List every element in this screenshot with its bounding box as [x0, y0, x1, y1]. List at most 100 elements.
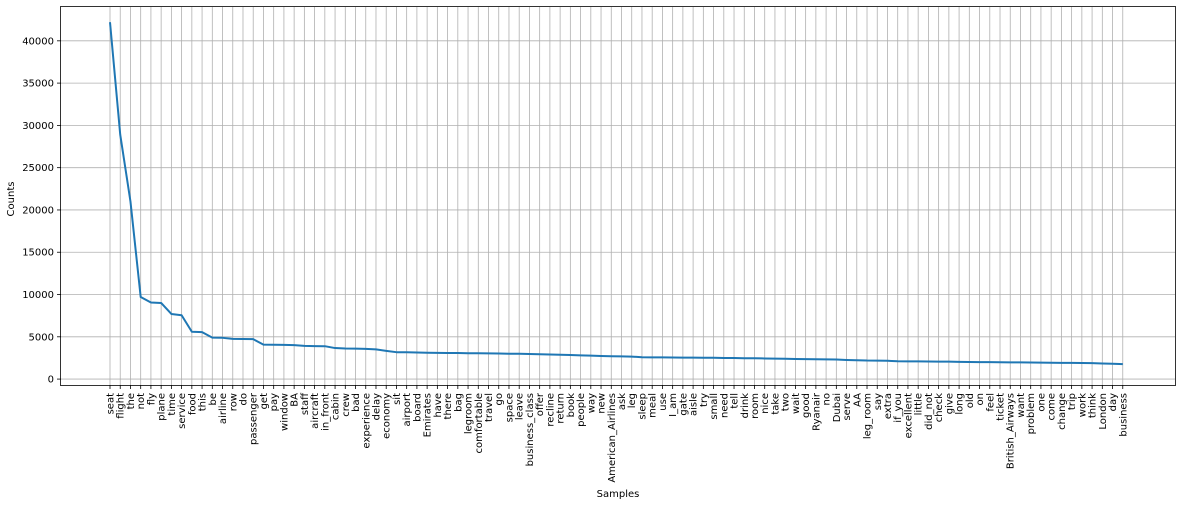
x-tick-label: ticket	[996, 393, 1007, 421]
data-point	[999, 361, 1001, 363]
data-point	[1122, 363, 1124, 365]
x-tick-label: offer	[535, 392, 546, 416]
x-tick-label: sleep	[637, 393, 648, 420]
data-point	[580, 354, 582, 356]
data-point	[539, 353, 541, 355]
data-point	[979, 361, 981, 363]
x-tick-label: time	[167, 393, 178, 416]
x-tick-label: have	[433, 393, 444, 418]
data-point	[590, 355, 592, 357]
data-point	[242, 338, 244, 340]
data-point	[641, 356, 643, 358]
data-point	[406, 351, 408, 353]
x-tick-label: check	[934, 393, 945, 422]
data-point	[314, 345, 316, 347]
x-tick-label: if_you	[893, 393, 904, 423]
data-point	[426, 352, 428, 354]
x-tick-label: get	[259, 393, 270, 410]
y-tick-label: 15000	[22, 248, 54, 259]
x-tick-label: not	[136, 393, 147, 409]
data-point	[661, 356, 663, 358]
x-tick-label: sit	[392, 393, 403, 405]
data-point	[334, 347, 336, 349]
y-tick-label: 5000	[29, 332, 54, 343]
data-point	[191, 331, 193, 333]
data-point	[672, 357, 674, 359]
x-tick-label: staff	[300, 392, 311, 415]
x-tick-label: American_Airlines	[607, 393, 618, 483]
x-tick-label: flight	[116, 393, 127, 419]
y-tick-label: 0	[48, 375, 54, 386]
x-tick-label: return	[556, 393, 567, 424]
x-tick-label: trip	[1067, 393, 1078, 410]
data-point	[897, 360, 899, 362]
data-point	[989, 361, 991, 363]
x-tick-label: tell	[730, 393, 741, 409]
data-point	[273, 344, 275, 346]
data-point	[109, 21, 111, 23]
x-tick-label: business	[1118, 393, 1129, 437]
data-point	[743, 357, 745, 359]
x-tick-label: take	[770, 393, 781, 415]
data-point	[365, 348, 367, 350]
x-tick-label: pay	[269, 393, 280, 411]
x-tick-label: say	[873, 393, 884, 410]
data-point	[1019, 361, 1021, 363]
x-tick-label: recline	[545, 393, 556, 427]
x-tick-label: delay	[371, 393, 382, 420]
data-point	[344, 347, 346, 349]
x-tick-label: want	[1016, 393, 1027, 418]
x-tick-label: good	[801, 393, 812, 418]
data-point	[1091, 362, 1093, 364]
x-tick-label: London	[1098, 393, 1109, 430]
x-tick-label: serve	[842, 393, 853, 421]
x-tick-label: use	[658, 393, 669, 411]
x-tick-label: there	[443, 393, 454, 419]
data-point	[477, 352, 479, 354]
data-point	[119, 134, 121, 136]
data-point	[610, 355, 612, 357]
x-tick-label: extra	[883, 393, 894, 419]
data-point	[283, 344, 285, 346]
data-point	[651, 356, 653, 358]
x-tick-label: bad	[351, 393, 362, 412]
data-point	[488, 352, 490, 354]
data-point	[160, 302, 162, 304]
x-tick-label: passenger	[249, 392, 260, 445]
x-tick-label: drink	[740, 393, 751, 419]
data-point	[866, 360, 868, 362]
x-tick-label: long	[955, 393, 966, 415]
x-tick-label: crew	[341, 393, 352, 417]
data-point	[825, 358, 827, 360]
x-tick-label: window	[279, 393, 290, 431]
data-point	[140, 296, 142, 298]
x-tick-label: cabin	[331, 393, 342, 420]
x-tick-label: gate	[678, 393, 689, 416]
y-tick-label: 20000	[22, 205, 54, 216]
data-point	[1009, 361, 1011, 363]
data-point	[324, 345, 326, 347]
x-tick-label: comfortable	[474, 393, 485, 453]
x-tick-label: Dubai	[832, 393, 843, 422]
data-point	[805, 358, 807, 360]
x-tick-label: BA	[290, 393, 301, 407]
data-point	[150, 302, 152, 304]
x-tick-label: board	[412, 393, 423, 422]
data-point	[723, 357, 725, 359]
data-point	[569, 354, 571, 356]
data-point	[733, 357, 735, 359]
data-point	[876, 360, 878, 362]
data-point	[1050, 362, 1052, 364]
x-tick-label: old	[965, 393, 976, 408]
data-point	[467, 352, 469, 354]
x-tick-label: space	[504, 393, 515, 422]
x-tick-label: way	[586, 393, 597, 413]
data-point	[794, 358, 796, 360]
data-point	[835, 359, 837, 361]
plot-frame	[60, 6, 1176, 386]
x-axis-label: Samples	[597, 489, 640, 500]
y-tick-label: 25000	[22, 163, 54, 174]
data-point	[948, 361, 950, 363]
x-tick-label: ask	[617, 393, 628, 410]
data-point	[1112, 363, 1114, 365]
